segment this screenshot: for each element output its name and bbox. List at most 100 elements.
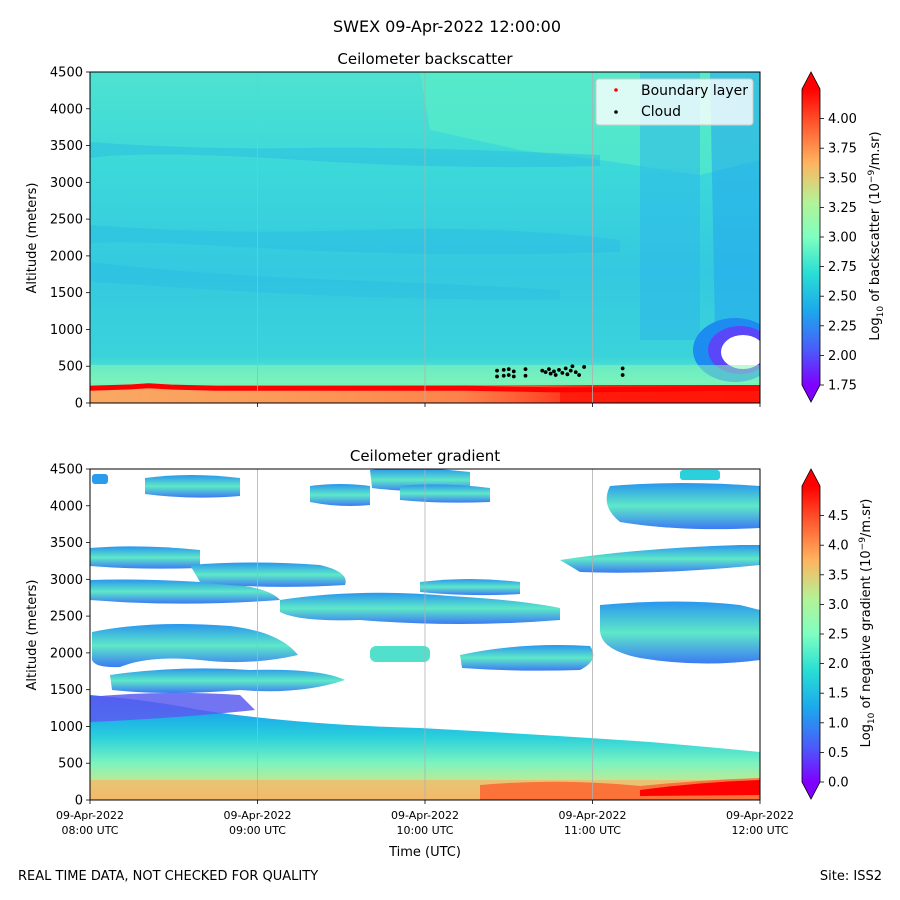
y-tick-label: 4500 xyxy=(50,463,83,478)
cloud-point xyxy=(565,372,570,377)
colorbar-tick-label: 2.75 xyxy=(828,260,857,275)
figure-suptitle: SWEX 09-Apr-2022 12:00:00 xyxy=(333,17,561,36)
cloud-series xyxy=(495,364,625,379)
cloud-point xyxy=(540,368,545,373)
backscatter-y-axis: 0 500 1000 1500 2000 2500 3000 3500 4000 4500 xyxy=(50,66,90,412)
cloud-point xyxy=(577,373,581,377)
colorbar-tick-label: 3.75 xyxy=(828,142,857,157)
legend-cloud-label: Cloud xyxy=(641,104,681,120)
site-label: Site: ISS2 xyxy=(819,869,882,884)
cloud-point xyxy=(523,373,528,378)
y-tick-label: 3500 xyxy=(50,139,83,154)
y-tick-label: 0 xyxy=(75,397,83,412)
y-tick-label: 3000 xyxy=(50,573,83,588)
colorbar-tick-label: 3.0 xyxy=(828,598,849,613)
x-tick-label: 08:00 UTC xyxy=(61,824,118,837)
colorbar-tick-label: 3.25 xyxy=(828,201,857,216)
y-tick-label: 1500 xyxy=(50,683,83,698)
gradient-x-label: Time (UTC) xyxy=(388,845,461,860)
boundary-layer-line xyxy=(90,383,760,393)
y-tick-label: 1000 xyxy=(50,323,83,338)
backscatter-y-label: Altitude (meters) xyxy=(25,183,40,294)
x-tick-label: 12:00 UTC xyxy=(731,824,788,837)
cloud-point xyxy=(547,367,551,372)
x-tick-label: 09-Apr-2022 xyxy=(56,809,124,822)
quality-disclaimer: REAL TIME DATA, NOT CHECKED FOR QUALITY xyxy=(18,869,319,884)
y-tick-label: 0 xyxy=(75,794,83,809)
boundary-layer-series xyxy=(90,383,760,393)
cloud-point xyxy=(553,373,558,377)
colorbar-tick-label: 1.0 xyxy=(828,716,849,731)
y-tick-label: 2000 xyxy=(50,646,83,661)
backscatter-colorbar-label: Log10 of backscatter (10−9/m.sr) xyxy=(867,131,886,340)
gradient-title: Ceilometer gradient xyxy=(350,447,500,465)
x-tick-label: 09-Apr-2022 xyxy=(558,809,626,822)
gradient-y-axis: 0 500 1000 1500 2000 2500 3000 3500 4000 4500 xyxy=(50,463,90,809)
cloud-point xyxy=(570,364,575,369)
y-tick-label: 1500 xyxy=(50,286,83,301)
colorbar-tick-label: 0.0 xyxy=(828,776,849,791)
cloud-point xyxy=(523,367,528,372)
colorbar-extend-min-icon xyxy=(802,782,820,799)
colorbar-tick-label: 4.00 xyxy=(828,112,857,127)
y-tick-label: 3000 xyxy=(50,176,83,191)
cloud-point xyxy=(560,370,565,375)
colorbar-tick-label: 1.5 xyxy=(828,687,849,702)
gradient-x-axis: 09-Apr-2022 08:00 UTC 09-Apr-2022 09:00 UTC… xyxy=(56,800,794,837)
gradient-colorbar-label: Log10 of negative gradient (10−9/m.sr) xyxy=(858,499,877,748)
colorbar-tick-label: 2.50 xyxy=(828,290,857,305)
colorbar-tick-label: 3.00 xyxy=(828,231,857,246)
backscatter-panel: Ceilometer backscatter xyxy=(25,50,886,412)
cloud-point xyxy=(582,365,587,369)
legend-boundary-layer-marker xyxy=(614,88,618,92)
cloud-point xyxy=(568,368,573,373)
cloud-point xyxy=(511,374,516,379)
backscatter-title: Ceilometer backscatter xyxy=(337,50,513,68)
y-tick-label: 4000 xyxy=(50,102,83,117)
colorbar-tick-label: 2.5 xyxy=(828,628,849,643)
backscatter-x-ticks xyxy=(89,403,761,407)
cloud-point xyxy=(501,368,506,372)
x-tick-label: 11:00 UTC xyxy=(564,824,621,837)
cloud-point xyxy=(501,373,506,378)
x-tick-label: 09-Apr-2022 xyxy=(223,809,291,822)
colorbar-tick-label: 4.0 xyxy=(828,539,849,554)
backscatter-colorbar: 1.75 2.00 2.25 2.50 2.75 3.00 3.25 3.50 3.75 4.00… xyxy=(801,71,886,403)
cloud-point xyxy=(543,370,548,375)
colorbar-extend-min-icon xyxy=(802,385,820,402)
x-tick-label: 10:00 UTC xyxy=(396,824,453,837)
gradient-heatmap xyxy=(90,469,760,800)
colorbar-tick-label: 2.0 xyxy=(828,657,849,672)
colorbar-extend-max-icon xyxy=(802,469,820,486)
cloud-point xyxy=(557,368,561,372)
y-tick-label: 2500 xyxy=(50,213,83,228)
cloud-point xyxy=(548,371,553,376)
y-tick-label: 500 xyxy=(58,360,83,375)
y-tick-label: 2500 xyxy=(50,610,83,625)
x-tick-label: 09-Apr-2022 xyxy=(391,809,459,822)
backscatter-legend: Boundary layer Cloud xyxy=(595,78,754,126)
gradient-colorbar: 0.0 0.5 1.0 1.5 2.0 2.5 3.0 3.5 4.0 4.5 Log10 of … xyxy=(801,468,877,800)
colorbar-tick-label: 1.75 xyxy=(828,379,857,394)
gradient-gridlines xyxy=(257,469,593,800)
colorbar-tick-label: 3.5 xyxy=(828,568,849,583)
colorbar-tick-label: 3.50 xyxy=(828,171,857,186)
cloud-point xyxy=(573,370,578,375)
gradient-panel: Ceilometer gradient xyxy=(25,447,877,860)
cloud-point xyxy=(620,373,625,377)
y-tick-label: 500 xyxy=(58,757,83,772)
y-tick-label: 3500 xyxy=(50,536,83,551)
x-tick-label: 09-Apr-2022 xyxy=(726,809,794,822)
y-tick-label: 2000 xyxy=(50,249,83,264)
cloud-point xyxy=(495,374,499,379)
legend-cloud-marker xyxy=(614,110,618,114)
legend-boundary-layer-label: Boundary layer xyxy=(641,83,748,99)
cloud-point xyxy=(620,366,625,371)
cloud-point xyxy=(552,369,556,374)
gradient-y-label: Altitude (meters) xyxy=(25,580,40,691)
x-tick-label: 09:00 UTC xyxy=(229,824,286,837)
backscatter-heatmap xyxy=(90,72,760,403)
y-tick-label: 4000 xyxy=(50,499,83,514)
cloud-point xyxy=(563,366,568,371)
